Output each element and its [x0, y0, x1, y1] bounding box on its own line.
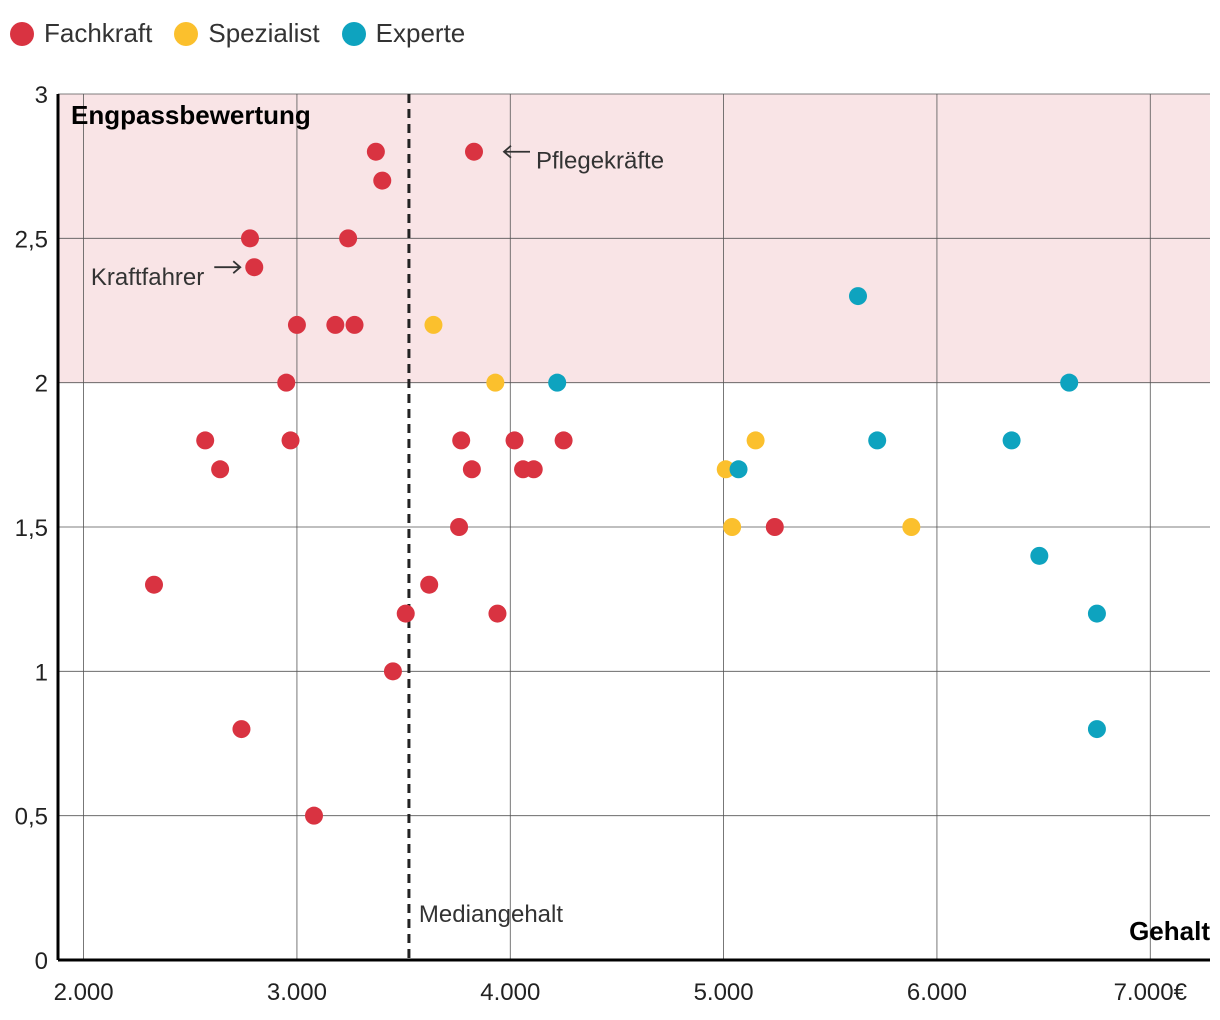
legend-item-fachkraft: Fachkraft	[10, 18, 152, 49]
y-tick-label: 3	[35, 82, 48, 109]
point-experte	[1030, 546, 1049, 565]
legend-marker-fachkraft	[10, 21, 34, 46]
legend-marker-experte	[341, 21, 366, 46]
point-fachkraft	[241, 229, 259, 248]
point-fachkraft	[420, 575, 439, 594]
x-axis-label: Gehalt	[1129, 916, 1210, 946]
point-fachkraft	[450, 518, 469, 536]
point-fachkraft	[452, 431, 471, 450]
legend-item-spezialist: Spezialist	[174, 18, 320, 49]
y-tick-label: 1,5	[15, 515, 48, 542]
legend-label-experte: Experte	[375, 18, 466, 48]
point-fachkraft	[339, 229, 358, 248]
point-fachkraft	[145, 575, 163, 594]
legend-label-spezialist: Spezialist	[208, 18, 320, 48]
legend-marker-spezialist	[174, 21, 199, 46]
x-tick-label: 6.000	[907, 979, 967, 1006]
point-fachkraft	[232, 720, 251, 739]
point-fachkraft	[505, 431, 524, 450]
point-spezialist	[424, 315, 443, 334]
point-spezialist	[746, 431, 765, 450]
point-fachkraft	[488, 604, 507, 623]
axes	[56, 94, 1210, 962]
annotation-arrow	[214, 260, 242, 274]
point-fachkraft	[554, 431, 573, 450]
point-experte	[868, 431, 887, 450]
point-experte	[729, 460, 748, 479]
y-axis-label: Engpassbewertung	[71, 100, 311, 130]
point-experte	[1087, 604, 1106, 623]
point-fachkraft	[383, 662, 402, 681]
point-fachkraft	[524, 460, 543, 479]
point-experte	[548, 373, 567, 392]
legend-label-fachkraft: Fachkraft	[44, 18, 153, 48]
point-experte	[1002, 431, 1021, 450]
y-tick-label: 2,5	[15, 226, 48, 253]
point-fachkraft	[305, 806, 323, 825]
tick-labels: 2.000 3.000 4.000 5.000 6.000 7.000€ 0 0,5 1 1,5 2…	[15, 82, 1188, 1006]
y-tick-label: 1	[35, 659, 48, 686]
point-fachkraft	[465, 142, 483, 161]
point-spezialist	[486, 373, 505, 392]
point-spezialist	[902, 518, 921, 536]
annotation-arrow	[502, 145, 530, 159]
point-fachkraft	[211, 460, 230, 479]
annotations: Pflegekräfte Kraftfahrer	[91, 145, 664, 291]
data-points	[145, 142, 1106, 825]
point-fachkraft	[765, 518, 784, 536]
point-fachkraft	[396, 604, 415, 623]
point-fachkraft	[277, 373, 296, 392]
x-tick-label: 5.000	[694, 979, 754, 1006]
point-experte	[1060, 373, 1079, 392]
point-fachkraft	[287, 315, 306, 334]
point-spezialist	[716, 460, 735, 479]
annotation-label: Pflegekräfte	[536, 148, 664, 175]
point-fachkraft	[462, 460, 481, 479]
legend-item-experte: Experte	[341, 18, 466, 49]
point-fachkraft	[373, 171, 392, 190]
median-label: Mediangehalt	[419, 901, 563, 928]
point-fachkraft	[366, 142, 385, 161]
x-tick-label: 4.000	[480, 979, 540, 1006]
point-fachkraft	[281, 431, 300, 450]
x-tick-label: 7.000€	[1114, 979, 1188, 1006]
y-tick-label: 0	[35, 948, 48, 975]
point-fachkraft	[345, 315, 364, 334]
x-tick-label: 2.000	[54, 979, 114, 1006]
point-experte	[1087, 720, 1106, 739]
legend: Fachkraft Spezialist Experte	[10, 18, 465, 49]
point-fachkraft	[196, 431, 215, 450]
point-experte	[849, 287, 867, 306]
point-fachkraft	[326, 315, 345, 334]
y-tick-label: 0,5	[15, 804, 48, 831]
annotation-label: Kraftfahrer	[91, 264, 204, 291]
y-tick-label: 2	[35, 371, 48, 398]
point-spezialist	[723, 518, 742, 536]
point-fachkraft	[245, 258, 264, 277]
x-tick-label: 3.000	[267, 979, 327, 1006]
